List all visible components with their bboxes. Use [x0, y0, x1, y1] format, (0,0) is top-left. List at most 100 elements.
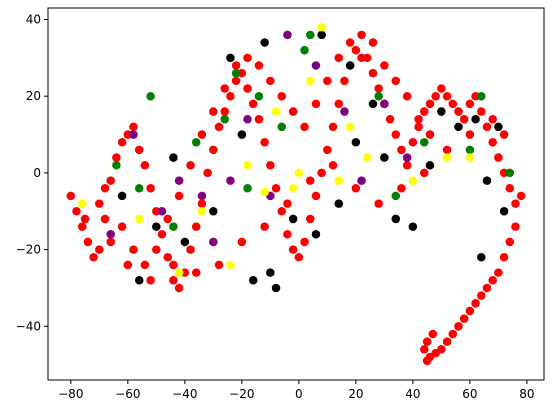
scatter-point-s3-14: [209, 237, 218, 247]
scatter-point-s0-34: [260, 137, 269, 147]
scatter-point-s4-3: [197, 206, 207, 216]
scatter-point-s2-10: [391, 191, 401, 201]
scatter-point-s0-63: [425, 99, 435, 109]
scatter-point-s0-51: [357, 30, 366, 40]
scatter-point-s0-98: [422, 337, 432, 346]
scatter-point-s0-101: [106, 237, 115, 247]
scatter-point-s0-108: [186, 160, 195, 170]
scatter-point-s0-60: [408, 137, 418, 147]
scatter-point-s0-58: [397, 145, 406, 155]
scatter-point-s0-85: [482, 283, 492, 293]
scatter-point-s0-89: [459, 314, 469, 323]
scatter-point-s2-8: [305, 30, 315, 40]
scatter-point-s0-149: [499, 130, 509, 139]
scatter-point-s0-144: [397, 183, 406, 193]
scatter-point-s0-37: [277, 206, 287, 216]
scatter-point-s0-102: [117, 222, 127, 231]
scatter-point-s0-7: [106, 176, 115, 185]
scatter-point-s0-42: [305, 214, 315, 224]
scatter-point-s0-50: [351, 45, 361, 55]
scatter-point-s0-113: [243, 53, 252, 63]
scatter-point-s0-47: [334, 99, 344, 109]
scatter-point-s4-11: [362, 153, 372, 162]
scatter-point-s0-75: [494, 153, 503, 162]
scatter-point-s0-145: [420, 168, 429, 178]
scatter-point-s0-28: [226, 91, 235, 101]
scatter-point-s4-17: [345, 122, 355, 132]
x-tick-label: 60: [462, 387, 477, 401]
scatter-point-s4-2: [174, 268, 184, 277]
y-tick-label: 0: [33, 166, 41, 180]
scatter-point-s1-16: [437, 107, 446, 116]
scatter-point-s0-121: [334, 53, 344, 63]
scatter-point-s0-91: [448, 329, 458, 339]
scatter-point-s0-68: [454, 107, 463, 116]
scatter-point-s0-8: [112, 153, 121, 162]
scatter-point-s4-4: [226, 260, 235, 270]
scatter-point-s0-32: [248, 99, 258, 109]
scatter-point-s0-122: [345, 38, 355, 47]
scatter-point-s0-116: [277, 91, 287, 101]
scatter-point-s0-124: [368, 38, 378, 47]
scatter-point-s0-125: [380, 61, 389, 70]
scatter-point-s0-70: [465, 99, 475, 109]
scatter-point-s0-79: [516, 191, 526, 201]
scatter-point-s0-65: [437, 84, 446, 93]
scatter-point-s0-21: [186, 245, 195, 254]
scatter-point-s2-16: [191, 137, 201, 147]
scatter-point-s0-29: [231, 76, 241, 86]
scatter-point-s2-5: [254, 91, 264, 101]
scatter-point-s0-26: [214, 122, 224, 132]
scatter-point-s2-0: [112, 160, 121, 170]
scatter-point-s3-2: [174, 176, 184, 185]
scatter-point-s0-133: [146, 276, 155, 285]
x-tick-label: 0: [295, 387, 303, 401]
scatter-point-s0-130: [80, 214, 90, 224]
scatter-point-s4-13: [442, 153, 452, 162]
scatter-point-s1-9: [334, 199, 344, 208]
scatter-point-s0-86: [477, 291, 486, 300]
scatter-point-s0-140: [305, 176, 315, 185]
scatter-point-s1-2: [180, 237, 190, 247]
x-tick-label: 40: [405, 387, 420, 401]
scatter-point-s0-43: [311, 191, 321, 201]
scatter-point-s0-135: [191, 268, 201, 277]
scatter-point-s4-16: [294, 168, 304, 178]
scatter-point-s0-19: [174, 283, 184, 293]
scatter-point-s1-12: [380, 153, 389, 162]
scatter-point-s0-100: [95, 245, 104, 254]
scatter-point-s4-12: [408, 176, 418, 185]
x-axis: −80 −60 −40 −20 0 20 40 60 80: [58, 380, 535, 401]
scatter-point-s0-77: [505, 183, 515, 193]
scatter-point-s0-111: [220, 84, 230, 93]
scatter-point-s0-142: [351, 183, 361, 193]
scatter-point-s2-13: [477, 91, 486, 101]
scatter-point-s0-137: [237, 237, 247, 247]
scatter-point-s0-115: [266, 76, 275, 86]
scatter-point-s0-80: [511, 222, 520, 231]
scatter-point-s0-72: [477, 107, 486, 116]
scatter-point-s0-126: [391, 76, 401, 86]
scatter-point-s0-56: [385, 114, 395, 124]
scatter-point-s0-88: [465, 306, 475, 316]
scatter-point-s2-11: [420, 137, 429, 147]
scatter-point-s3-1: [157, 206, 167, 216]
scatter-point-s0-25: [209, 145, 218, 155]
scatter-point-s0-39: [288, 245, 298, 254]
scatter-point-s0-104: [140, 260, 150, 270]
x-tick-label: −60: [115, 387, 140, 401]
scatter-point-s0-64: [431, 91, 440, 101]
scatter-point-s0-18: [169, 276, 178, 285]
scatter-point-s1-25: [260, 38, 269, 47]
scatter-point-s0-61: [414, 122, 423, 132]
y-axis: −40 −20 0 20 40: [16, 13, 48, 333]
scatter-point-s0-97: [420, 345, 429, 354]
scatter-point-s0-117: [288, 107, 298, 116]
scatter-point-s1-21: [499, 206, 509, 216]
scatter-point-s0-23: [197, 199, 207, 208]
scatter-point-s2-3: [220, 114, 230, 124]
scatter-point-s1-13: [391, 214, 401, 224]
scatter-point-s0-123: [357, 53, 366, 63]
scatter-point-s3-9: [340, 107, 349, 116]
scatter-point-s0-127: [402, 91, 412, 101]
